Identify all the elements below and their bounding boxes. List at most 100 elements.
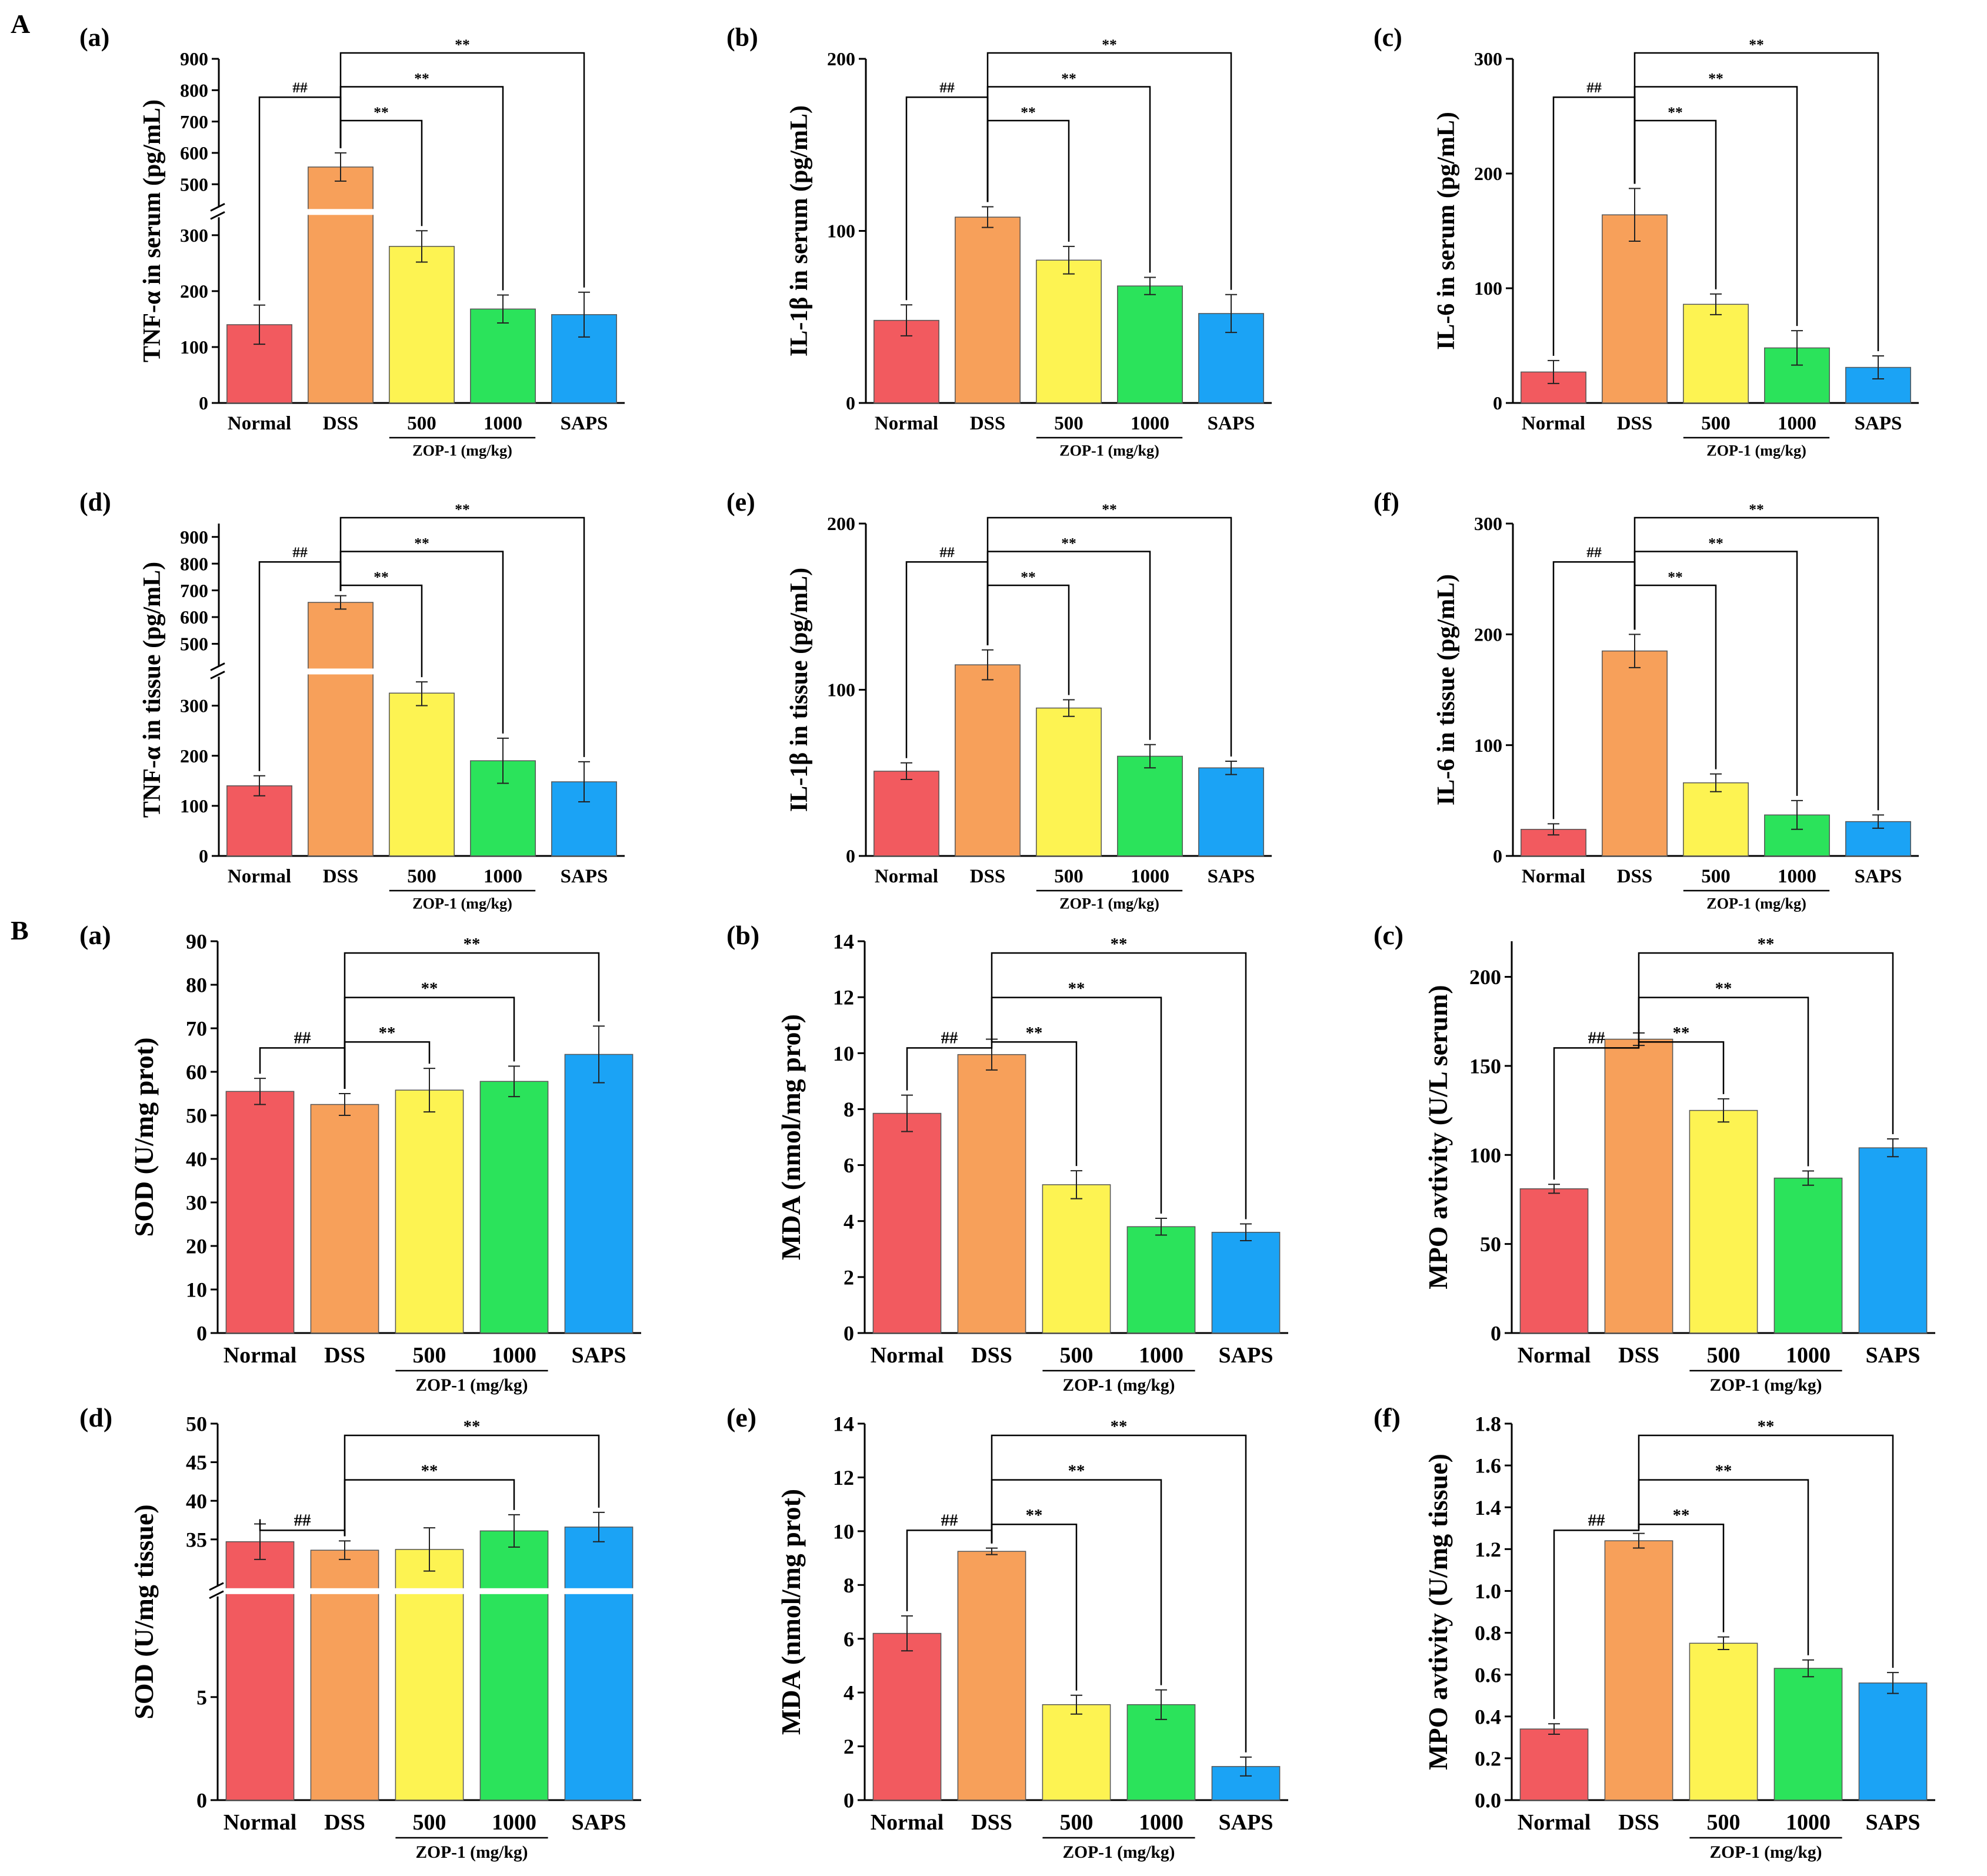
significance-bracket — [986, 52, 1232, 290]
y-tick-label: 8 — [844, 1574, 854, 1597]
significance-bracket — [1633, 517, 1879, 811]
y-tick-label: 35 — [186, 1528, 207, 1551]
y-tick-label: 200 — [1469, 965, 1501, 989]
chart-il6-tissue: (f) IL-6 in tissue (pg/mL) 0 100 200 300 Norma… — [1373, 488, 1919, 912]
group-label: ZOP-1 (mg/kg) — [415, 1843, 528, 1862]
y-tick-label: 600 — [180, 142, 208, 164]
bar-saps — [1211, 1231, 1281, 1334]
y-tick-label: 100 — [1474, 278, 1502, 299]
significance-label: ** — [1102, 501, 1117, 518]
category-label: Normal — [1522, 413, 1585, 434]
y-tick-label: 5 — [196, 1685, 207, 1709]
y-tick-label: 0 — [199, 845, 208, 867]
y-axis-label: TNF-α in tissue (pg/mL) — [139, 562, 166, 818]
bar-normal — [1519, 1728, 1589, 1801]
y-tick-label: 600 — [180, 607, 208, 628]
panel-label: (a) — [79, 920, 111, 950]
significance-label: ** — [1673, 1024, 1690, 1042]
group-label: ZOP-1 (mg/kg) — [1059, 895, 1159, 912]
category-label: DSS — [323, 866, 359, 887]
axis-break-slash — [210, 671, 225, 679]
bar-500 — [395, 1089, 464, 1334]
panel-label: (b) — [726, 23, 758, 52]
category-label: Normal — [224, 1343, 297, 1368]
y-tick-label: 100 — [827, 221, 855, 242]
bar-1000 — [1126, 1704, 1196, 1801]
significance-label: ** — [374, 104, 389, 121]
significance-label: ** — [1758, 935, 1775, 954]
significance-label: ** — [1068, 979, 1085, 998]
y-tick-label: 0 — [844, 1322, 854, 1345]
y-tick-label: 8 — [844, 1098, 854, 1121]
significance-label: ** — [1021, 104, 1036, 121]
y-tick-label: 100 — [1469, 1144, 1501, 1167]
category-label: DSS — [1618, 1343, 1659, 1368]
y-tick-label: 1.2 — [1475, 1538, 1501, 1561]
significance-label: ** — [1673, 1506, 1690, 1525]
category-label: SAPS — [561, 413, 608, 434]
significance-label: ** — [1708, 535, 1723, 552]
y-tick-label: 1.4 — [1475, 1496, 1501, 1520]
bar-500 — [395, 1549, 464, 1801]
category-label: SAPS — [1208, 413, 1255, 434]
bar-1000 — [470, 308, 536, 404]
y-tick-label: 14 — [833, 1412, 854, 1436]
category-label: 500 — [1707, 1343, 1741, 1368]
category-label: Normal — [1522, 866, 1585, 887]
y-tick-label: 12 — [833, 986, 854, 1009]
y-tick-label: 0 — [1493, 845, 1502, 867]
y-tick-label: 100 — [180, 795, 208, 817]
y-tick-label: 0.6 — [1475, 1663, 1501, 1687]
y-tick-label: 0 — [846, 845, 855, 867]
bar-500 — [1036, 707, 1102, 857]
section-label-b: B — [11, 915, 29, 945]
significance-label: ** — [1749, 36, 1764, 53]
significance-bracket — [991, 1034, 1078, 1167]
chart-mpo-tissue: (f) MPO avtivity (U/mg tissue) 0.0 0.2 0.4 0.… — [1373, 1402, 1935, 1862]
significance-label: ** — [1708, 70, 1723, 87]
significance-label: ** — [1021, 568, 1036, 585]
significance-label: ** — [1668, 104, 1683, 121]
y-tick-label: 100 — [1474, 735, 1502, 756]
significance-label: ** — [1061, 70, 1076, 87]
chart-il6-serum: (c) IL-6 in serum (pg/mL) 0 100 200 300 Normal… — [1373, 23, 1919, 459]
category-label: SAPS — [1866, 1343, 1921, 1368]
y-tick-label: 300 — [180, 695, 208, 717]
y-tick-label: 0 — [196, 1322, 207, 1345]
y-tick-label: 500 — [180, 634, 208, 655]
bar-dss — [308, 602, 374, 857]
significance-bracket — [1638, 1028, 1725, 1094]
y-tick-label: 30 — [186, 1191, 207, 1215]
category-label: 500 — [413, 1810, 446, 1835]
significance-label: ** — [1068, 1462, 1085, 1481]
y-tick-label: 50 — [186, 1412, 207, 1436]
bar-500 — [1689, 1642, 1758, 1801]
group-label: ZOP-1 (mg/kg) — [1709, 1843, 1822, 1862]
category-label: 500 — [413, 1343, 446, 1368]
significance-bracket — [991, 952, 1247, 1219]
category-label: 500 — [1054, 413, 1083, 434]
bar-dss — [308, 166, 374, 404]
significance-label: ** — [455, 501, 470, 518]
bar-dss — [955, 664, 1021, 857]
category-label: 500 — [1054, 866, 1083, 887]
category-label: 1000 — [1131, 866, 1169, 887]
bar-1000 — [479, 1530, 549, 1801]
category-label: Normal — [224, 1810, 297, 1835]
significance-label: ** — [1026, 1024, 1043, 1042]
bar-1000 — [1773, 1177, 1843, 1334]
category-label: 500 — [1707, 1810, 1741, 1835]
y-axis-label: MPO avtivity (U/L serum) — [1423, 985, 1453, 1289]
chart-mpo-serum: (c) MPO avtivity (U/L serum) 0 50 100 150 200 N… — [1373, 920, 1935, 1395]
significance-label: ** — [1111, 935, 1128, 954]
significance-bracket — [1553, 1528, 1640, 1720]
significance-label: ** — [379, 1024, 396, 1042]
bar-normal — [225, 1541, 295, 1801]
chart-il1b-tissue: (e) IL-1β in tissue (pg/mL) 0 100 200 Normal D… — [726, 488, 1272, 912]
group-label: ZOP-1 (mg/kg) — [1706, 442, 1806, 459]
significance-label: ** — [464, 1417, 481, 1436]
y-tick-label: 0 — [1493, 392, 1502, 414]
category-label: SAPS — [1866, 1810, 1921, 1835]
category-label: Normal — [875, 413, 938, 434]
significance-bracket — [344, 952, 600, 1089]
